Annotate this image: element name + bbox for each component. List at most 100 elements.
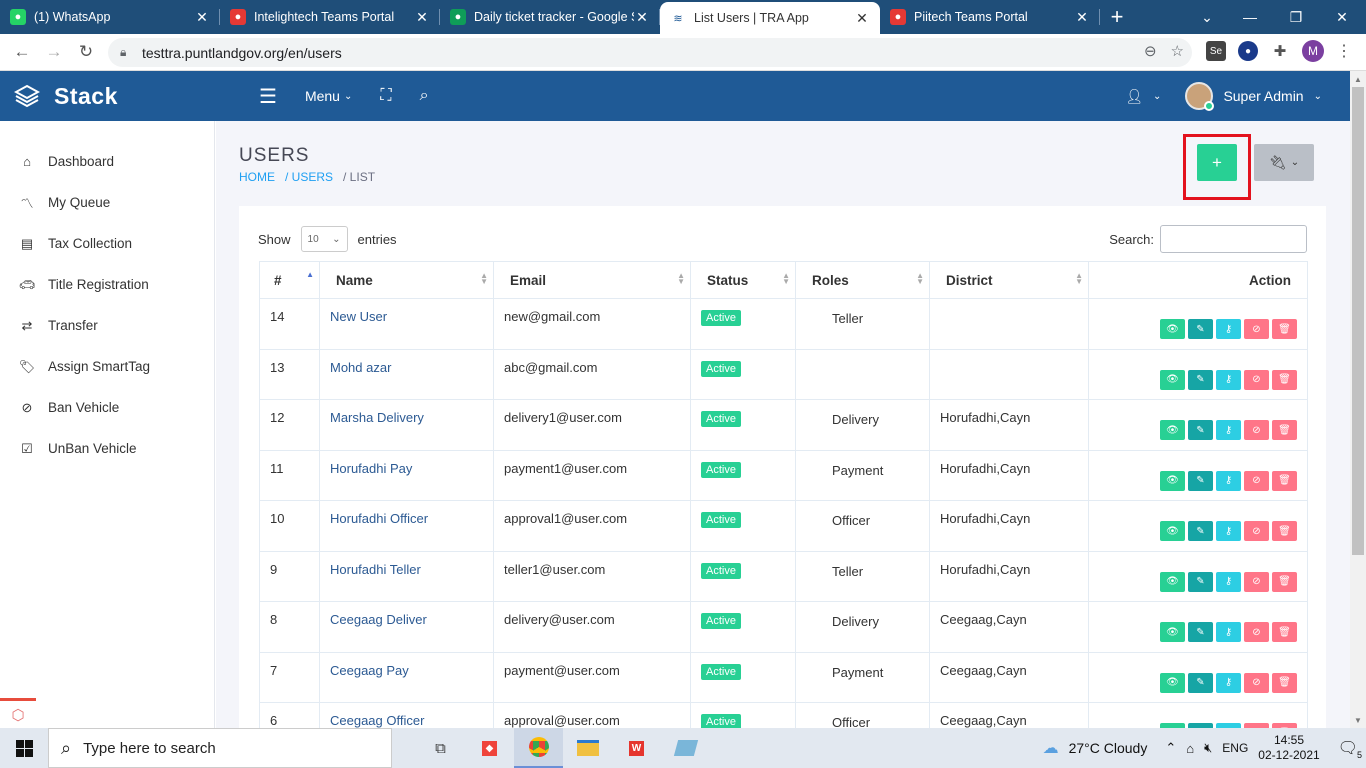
user-name-link[interactable]: New User [330, 309, 388, 324]
close-tab-icon[interactable]: ✕ [1076, 8, 1088, 25]
sidebar-item-my-queue[interactable]: 〽 My Queue [0, 182, 214, 223]
taskbar-search[interactable]: ⌕ Type here to search [48, 728, 392, 768]
ban-icon[interactable]: ⊘ [1244, 470, 1269, 491]
address-bar[interactable]: 🔒︎ testtra.puntlandgov.org/en/users ⊖ ☆ [108, 38, 1192, 67]
extensions-puzzle-icon[interactable]: ✚ [1273, 43, 1287, 60]
view-eye-icon[interactable]: 👁︎ [1160, 319, 1185, 339]
key-icon[interactable]: ⚷ [1216, 571, 1241, 592]
delete-trash-icon[interactable]: 🗑︎ [1272, 369, 1297, 390]
browser-tab[interactable]: ● Daily ticket tracker - Google S ✕ [440, 0, 660, 34]
scrollbar-thumb[interactable] [1352, 87, 1364, 555]
page-scrollbar[interactable]: ▲ ▼ [1350, 71, 1366, 728]
view-eye-icon[interactable]: 👁︎ [1160, 521, 1185, 541]
add-user-button[interactable]: + [1197, 144, 1237, 181]
breadcrumb-home[interactable]: HOME [239, 170, 275, 184]
edit-pencil-icon[interactable]: ✎ [1188, 470, 1213, 491]
forward-icon[interactable]: → [45, 42, 63, 61]
key-icon[interactable]: ⚷ [1216, 369, 1241, 390]
notifications-icon[interactable]: 🗨︎ 5 [1337, 740, 1362, 760]
browser-tab[interactable]: ● Intelightech Teams Portal ✕ [220, 0, 440, 34]
view-eye-icon[interactable]: 👁︎ [1160, 369, 1185, 390]
key-icon[interactable]: ⚷ [1216, 470, 1241, 491]
search-input[interactable] [1160, 225, 1307, 253]
delete-trash-icon[interactable]: 🗑︎ [1272, 470, 1297, 491]
weather-text[interactable]: 27°C Cloudy [1068, 740, 1148, 756]
entries-select[interactable]: 10 ⌄ [300, 226, 348, 252]
key-icon[interactable]: ⚷ [1216, 622, 1241, 642]
edit-pencil-icon[interactable]: ✎ [1188, 723, 1213, 728]
bookmark-star-icon[interactable]: ☆ [1170, 43, 1184, 60]
language-indicator[interactable]: ENG [1222, 741, 1249, 755]
close-tab-icon[interactable]: ✕ [416, 8, 428, 25]
tab-search-icon[interactable]: ⌄ [1201, 8, 1213, 25]
ban-icon[interactable]: ⊘ [1244, 420, 1269, 440]
view-eye-icon[interactable]: 👁︎ [1160, 470, 1185, 491]
brand[interactable]: Stack [0, 83, 215, 110]
delete-trash-icon[interactable]: 🗑︎ [1272, 672, 1297, 693]
chevron-down-icon[interactable]: ⌄ [1313, 90, 1322, 102]
edit-pencil-icon[interactable]: ✎ [1188, 521, 1213, 541]
delete-trash-icon[interactable]: 🗑︎ [1272, 420, 1297, 440]
close-tab-icon[interactable]: ✕ [856, 9, 868, 26]
delete-trash-icon[interactable]: 🗑︎ [1272, 571, 1297, 592]
user-name-link[interactable]: Horufadhi Teller [330, 561, 421, 577]
browser-tab[interactable]: ● (1) WhatsApp ✕ [0, 0, 220, 34]
sidebar-item-title-registration[interactable]: 🚗︎ Title Registration [0, 264, 214, 305]
ban-icon[interactable]: ⊘ [1244, 622, 1269, 642]
ban-icon[interactable]: ⊘ [1244, 723, 1269, 728]
scroll-up-icon[interactable]: ▲ [1354, 74, 1362, 84]
breadcrumb-users[interactable]: / USERS [285, 170, 334, 184]
edit-pencil-icon[interactable]: ✎ [1188, 622, 1213, 642]
edit-pencil-icon[interactable]: ✎ [1188, 369, 1213, 390]
edit-pencil-icon[interactable]: ✎ [1188, 571, 1213, 592]
key-icon[interactable]: ⚷ [1216, 521, 1241, 541]
view-eye-icon[interactable]: 👁︎ [1160, 723, 1185, 728]
clock[interactable]: 14:55 02-12-2021 [1258, 733, 1319, 763]
delete-trash-icon[interactable]: 🗑︎ [1272, 521, 1297, 541]
view-eye-icon[interactable]: 👁︎ [1160, 571, 1185, 592]
close-window-button[interactable]: ✕ [1336, 8, 1348, 25]
user-name-link[interactable]: Ceegaag Pay [330, 662, 409, 678]
search-icon[interactable]: ⌕ [419, 87, 429, 104]
ban-icon[interactable]: ⊘ [1244, 571, 1269, 592]
close-tab-icon[interactable]: ✕ [196, 8, 208, 25]
avatar[interactable] [1185, 82, 1215, 111]
delete-trash-icon[interactable]: 🗑︎ [1272, 319, 1297, 339]
wps-office-icon[interactable]: W [612, 728, 661, 768]
ban-icon[interactable]: ⊘ [1244, 369, 1269, 390]
column-header-roles[interactable]: Roles ▲ ▼ [795, 261, 930, 299]
column-header-name[interactable]: Name ▲ ▼ [319, 261, 494, 299]
ban-icon[interactable]: ⊘ [1244, 521, 1269, 541]
browser-menu-icon[interactable]: ⋮ [1336, 43, 1352, 60]
sidebar-item-unban-vehicle[interactable]: ☑ UnBan Vehicle [0, 428, 214, 469]
edit-pencil-icon[interactable]: ✎ [1188, 672, 1213, 693]
column-header-email[interactable]: Email ▲ ▼ [493, 261, 691, 299]
chrome-icon[interactable] [514, 728, 563, 768]
column-header-status[interactable]: Status ▲ ▼ [690, 261, 796, 299]
sidebar-item-assign-smarttag[interactable]: 🏷︎ Assign SmartTag [0, 346, 214, 387]
user-name[interactable]: Super Admin [1223, 88, 1304, 104]
selenium-extension-icon[interactable]: Se [1206, 41, 1226, 61]
volume-muted-icon[interactable]: 🔇︎ [1204, 740, 1213, 755]
user-name-link[interactable]: Marsha Delivery [330, 410, 424, 425]
file-explorer-icon[interactable] [563, 728, 612, 768]
ban-icon[interactable]: ⊘ [1244, 672, 1269, 693]
network-icon[interactable]: ⌂ [1186, 740, 1195, 756]
sidebar-item-tax-collection[interactable]: ▤ Tax Collection [0, 223, 214, 264]
view-eye-icon[interactable]: 👁︎ [1160, 420, 1185, 440]
zoom-icon[interactable]: ⊖ [1143, 43, 1157, 60]
scroll-down-icon[interactable]: ▼ [1354, 715, 1362, 725]
column-header-district[interactable]: District ▲ ▼ [929, 261, 1089, 299]
key-icon[interactable]: ⚷ [1216, 672, 1241, 693]
shield-extension-icon[interactable]: ● [1238, 41, 1258, 61]
close-tab-icon[interactable]: ✕ [636, 8, 648, 25]
restore-window-button[interactable]: ❐ [1289, 8, 1303, 25]
profile-avatar[interactable]: M [1302, 40, 1324, 62]
edit-pencil-icon[interactable]: ✎ [1188, 420, 1213, 440]
delete-trash-icon[interactable]: 🗑︎ [1272, 622, 1297, 642]
fullscreen-icon[interactable]: ⛶ [380, 87, 392, 104]
user-name-link[interactable]: Ceegaag Officer [330, 713, 425, 728]
edit-pencil-icon[interactable]: ✎ [1188, 319, 1213, 339]
plug-tools-button[interactable]: 🔌︎ ⌄ [1254, 144, 1314, 181]
key-icon[interactable]: ⚷ [1216, 420, 1241, 440]
